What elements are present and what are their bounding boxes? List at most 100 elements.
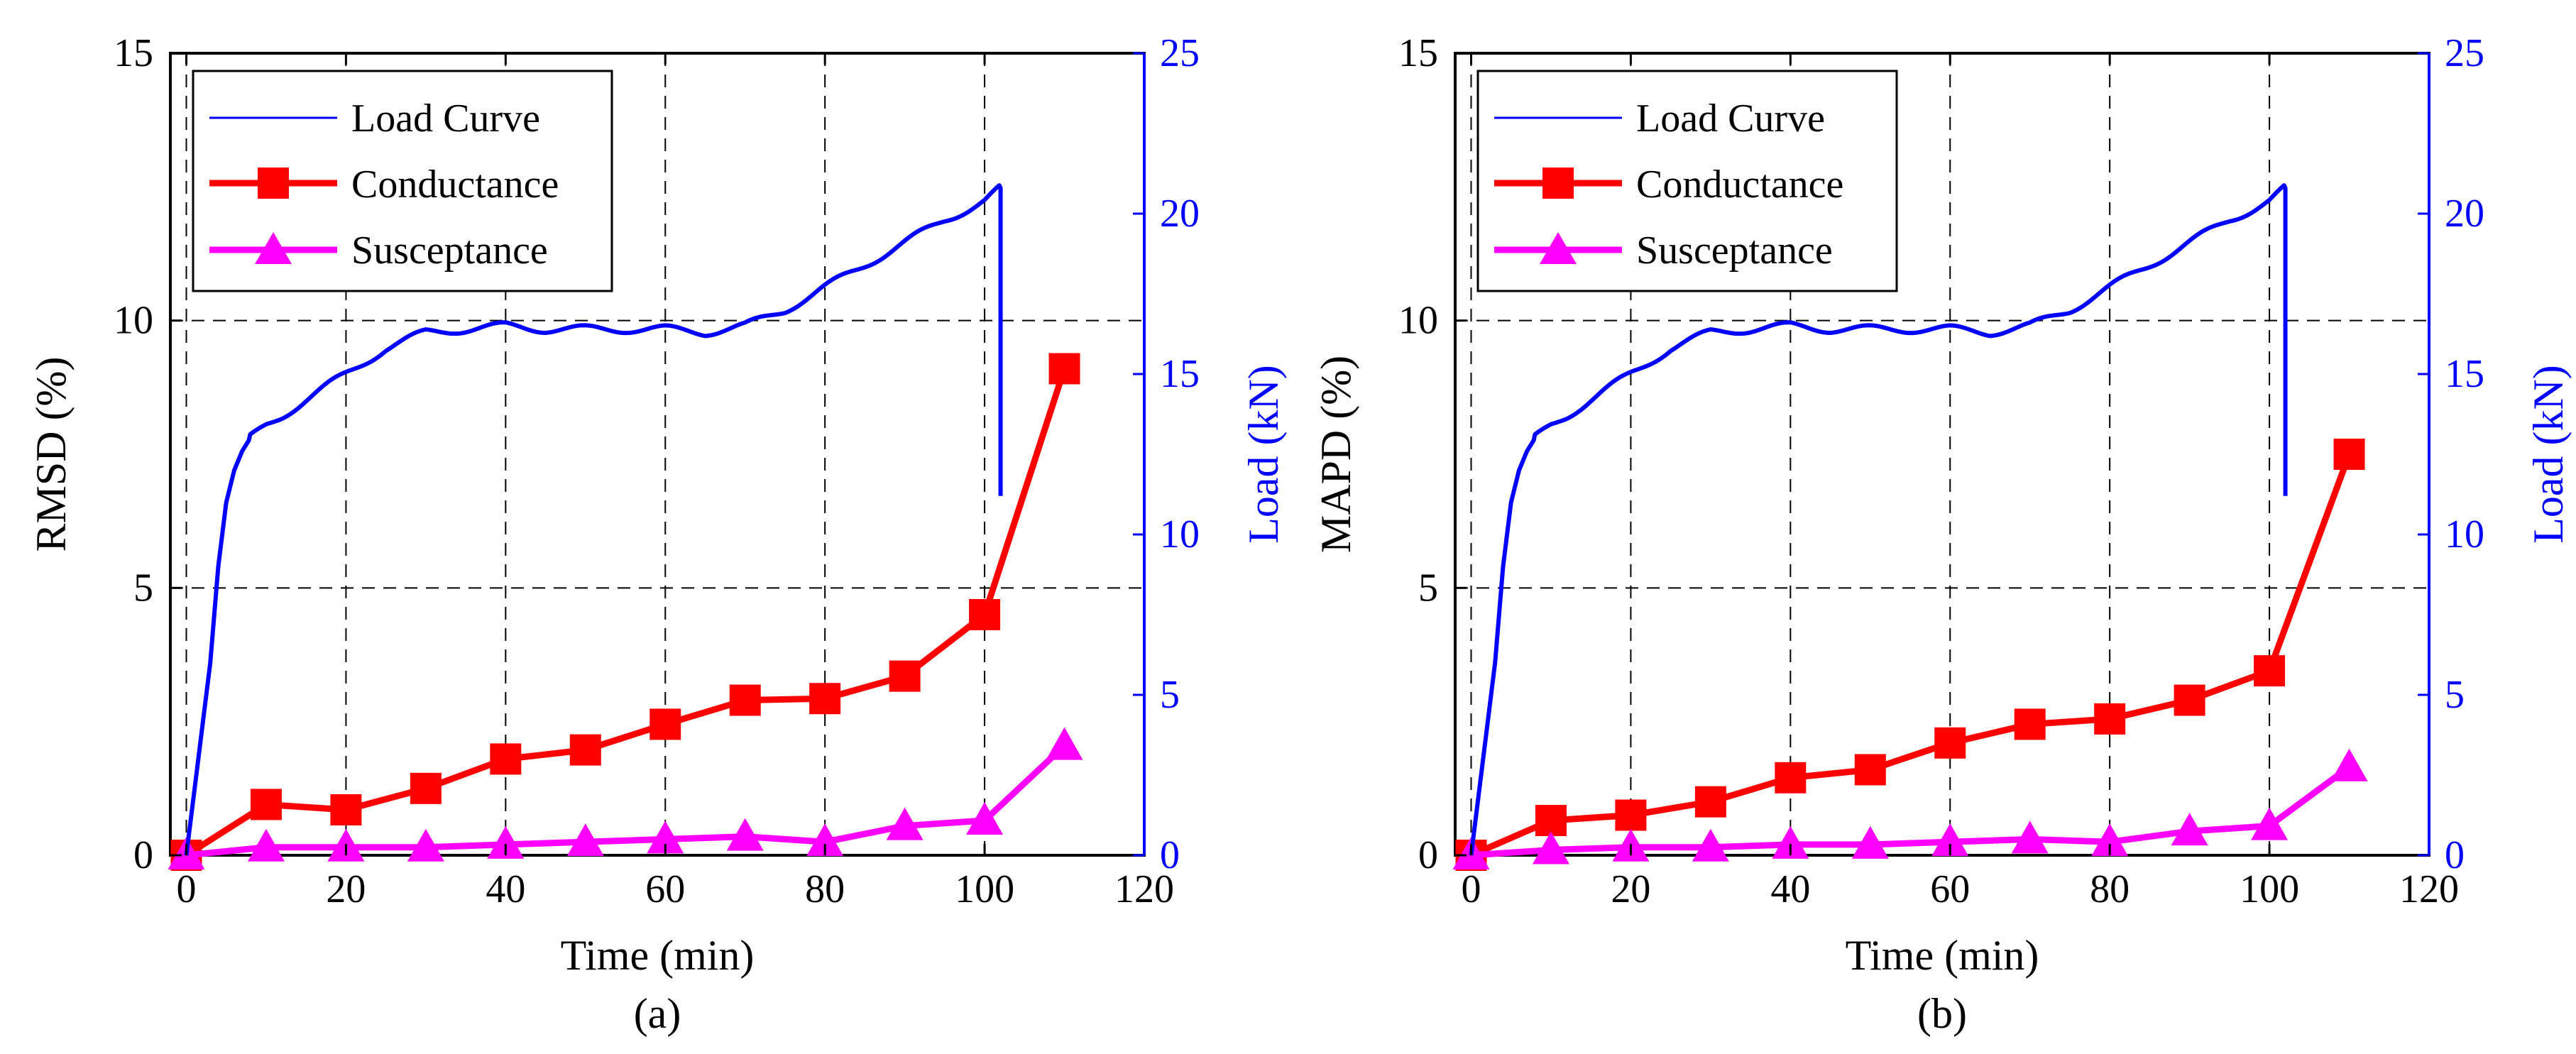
series-line-load-curve: [1469, 183, 2288, 856]
y2-tick-label: 25: [2445, 31, 2484, 75]
marker-conductance-10: [1535, 805, 1567, 837]
marker-susceptance-70: [726, 818, 764, 851]
marker-conductance-50: [1854, 754, 1886, 786]
legend-marker-conductance: [1542, 168, 1574, 199]
y-tick-label: 10: [114, 299, 153, 343]
x-tick-label: 100: [955, 867, 1014, 911]
legend-marker-susceptance: [255, 232, 292, 264]
legend-marker-susceptance: [1540, 232, 1577, 264]
legend-marker-conductance: [258, 168, 289, 199]
marker-conductance-70: [2014, 708, 2046, 740]
marker-conductance-40: [1775, 762, 1807, 794]
marker-conductance-110: [2333, 439, 2365, 470]
marker-conductance-30: [1694, 786, 1726, 818]
marker-susceptance-30: [1692, 828, 1729, 862]
marker-conductance-40: [490, 743, 522, 775]
y2-tick-label: 10: [2445, 512, 2484, 556]
series-line-load-curve: [184, 183, 1003, 856]
x-tick-label: 40: [486, 867, 525, 911]
marker-susceptance-10: [247, 828, 285, 862]
y-tick-label: 15: [114, 31, 153, 75]
x-tick-label: 80: [2090, 867, 2130, 911]
y2-axis-label-a: Load (kN): [1240, 365, 1287, 544]
x-tick-label: 60: [645, 867, 685, 911]
marker-conductance-100: [2254, 655, 2286, 687]
marker-susceptance-80: [2091, 823, 2129, 857]
x-tick-label: 0: [176, 867, 196, 911]
marker-susceptance-100: [2251, 807, 2289, 840]
y2-tick-label: 25: [1160, 31, 1200, 75]
x-tick-label: 120: [1114, 867, 1174, 911]
x-tick-label: 20: [326, 867, 366, 911]
y2-tick-label: 0: [2445, 833, 2465, 877]
legend-label-conductance: Conductance: [351, 163, 559, 207]
marker-susceptance-30: [407, 828, 444, 862]
marker-susceptance-100: [966, 802, 1004, 835]
legend-label-load-curve: Load Curve: [351, 97, 540, 141]
x-axis-label-b: Time (min): [1846, 932, 2039, 979]
marker-conductance-10: [250, 789, 282, 820]
x-tick-label: 100: [2240, 867, 2299, 911]
legend-label-load-curve: Load Curve: [1636, 97, 1825, 141]
y-axis-label-a: RMSD (%): [28, 356, 75, 551]
y2-tick-label: 15: [2445, 352, 2484, 396]
y-tick-label: 10: [1398, 299, 1438, 343]
panel-label-b: (b): [1917, 990, 1967, 1037]
marker-susceptance-60: [1931, 823, 1969, 857]
y2-tick-label: 5: [1160, 673, 1180, 717]
y2-tick-label: 0: [1160, 833, 1180, 877]
marker-conductance-110: [1048, 353, 1080, 385]
marker-conductance-90: [889, 660, 921, 692]
x-tick-label: 120: [2399, 867, 2459, 911]
marker-susceptance-40: [1772, 825, 1809, 859]
x-axis-label-a: Time (min): [561, 932, 755, 979]
marker-conductance-90: [2174, 684, 2205, 716]
y2-tick-label: 20: [2445, 192, 2484, 236]
marker-susceptance-60: [647, 820, 684, 854]
y-tick-label: 0: [133, 833, 153, 877]
series-a: [168, 183, 1083, 871]
marker-susceptance-110: [2330, 748, 2368, 781]
y2-axis-label-b: Load (kN): [2525, 365, 2572, 544]
marker-susceptance-50: [566, 823, 604, 857]
series-line-conductance: [185, 368, 1068, 858]
marker-conductance-80: [809, 683, 841, 715]
marker-conductance-70: [729, 684, 761, 716]
marker-susceptance-40: [487, 825, 525, 859]
x-tick-label: 60: [1930, 867, 1970, 911]
marker-conductance-80: [2094, 703, 2126, 735]
marker-susceptance-80: [806, 823, 844, 857]
marker-conductance-50: [569, 734, 601, 766]
marker-conductance-60: [1934, 727, 1966, 759]
marker-susceptance-10: [1532, 831, 1569, 864]
legend-b: Load Curve Conductance Susceptance: [1476, 70, 1898, 292]
panel-label-a: (a): [634, 990, 681, 1037]
marker-susceptance-90: [2171, 813, 2208, 846]
y-tick-label: 15: [1398, 31, 1438, 75]
series-line-susceptance: [1471, 764, 2352, 859]
series-line-conductance: [1469, 453, 2352, 859]
marker-susceptance-50: [1851, 825, 1889, 859]
x-tick-label: 80: [805, 867, 845, 911]
legend-label-susceptance: Susceptance: [351, 229, 548, 273]
series-line-susceptance: [186, 743, 1067, 859]
marker-susceptance-90: [886, 807, 923, 840]
legend-label-susceptance: Susceptance: [1636, 229, 1833, 273]
y2-tick-label: 15: [1160, 352, 1200, 396]
y-axis-label-b: MAPD (%): [1312, 356, 1359, 553]
y-tick-label: 5: [1418, 566, 1438, 610]
marker-susceptance-110: [1046, 727, 1083, 760]
y-tick-label: 0: [1418, 833, 1438, 877]
y2-tick-label: 20: [1160, 192, 1200, 236]
y-tick-label: 5: [133, 566, 153, 610]
y2-tick-label: 5: [2445, 673, 2465, 717]
y2-tick-label: 10: [1160, 512, 1200, 556]
legend-label-conductance: Conductance: [1636, 163, 1843, 207]
marker-conductance-100: [969, 599, 1001, 630]
x-tick-label: 20: [1611, 867, 1650, 911]
